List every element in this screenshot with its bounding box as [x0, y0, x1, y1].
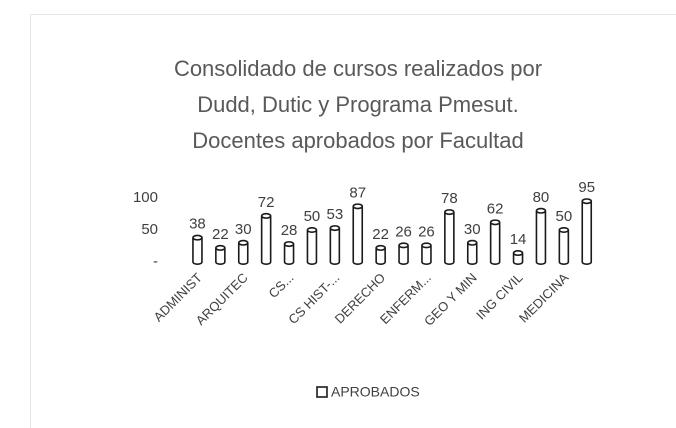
data-label: 95: [578, 179, 595, 196]
y-tick-label: -: [153, 253, 158, 270]
chart-title: Dudd, Dutic y Programa Pmesut.: [197, 92, 519, 117]
data-label: 22: [212, 226, 229, 243]
data-label: 87: [349, 184, 366, 201]
data-label: 50: [304, 208, 321, 225]
data-label: 72: [258, 194, 275, 211]
bar: [329, 225, 341, 265]
y-tick-label: 100: [133, 189, 158, 206]
data-label: 78: [441, 190, 458, 207]
chart-title: Consolidado de cursos realizados por: [174, 56, 542, 81]
bar: [421, 242, 432, 265]
data-label: 80: [533, 189, 550, 206]
bar: [237, 239, 249, 265]
y-tick-label: 50: [141, 221, 158, 238]
bar: [306, 227, 318, 265]
bar: [466, 239, 478, 265]
bar: [283, 241, 295, 265]
bar: [558, 227, 570, 265]
bar: [192, 234, 203, 265]
bar: [215, 244, 226, 265]
data-label: 30: [235, 221, 252, 238]
data-label: 38: [189, 216, 206, 233]
data-label: 22: [372, 226, 389, 243]
bar: [398, 242, 409, 265]
bar: [375, 244, 386, 265]
data-label: 28: [281, 222, 298, 239]
legend-label: APROBADOS: [331, 384, 420, 400]
bar: [581, 198, 593, 265]
bar: [260, 212, 272, 265]
data-label: 62: [487, 200, 504, 217]
bar: [489, 219, 501, 265]
bar: [352, 203, 364, 265]
data-label: 26: [418, 223, 435, 240]
data-label: 14: [510, 231, 527, 248]
chart-title: Docentes aprobados por Facultad: [192, 128, 523, 153]
legend-swatch: [316, 386, 328, 398]
data-label: 26: [395, 223, 412, 240]
bar: [512, 250, 524, 265]
data-label: 50: [556, 208, 573, 225]
data-label: 30: [464, 221, 481, 238]
bar: [535, 207, 547, 265]
data-label: 53: [327, 206, 344, 223]
bar: [444, 209, 455, 265]
